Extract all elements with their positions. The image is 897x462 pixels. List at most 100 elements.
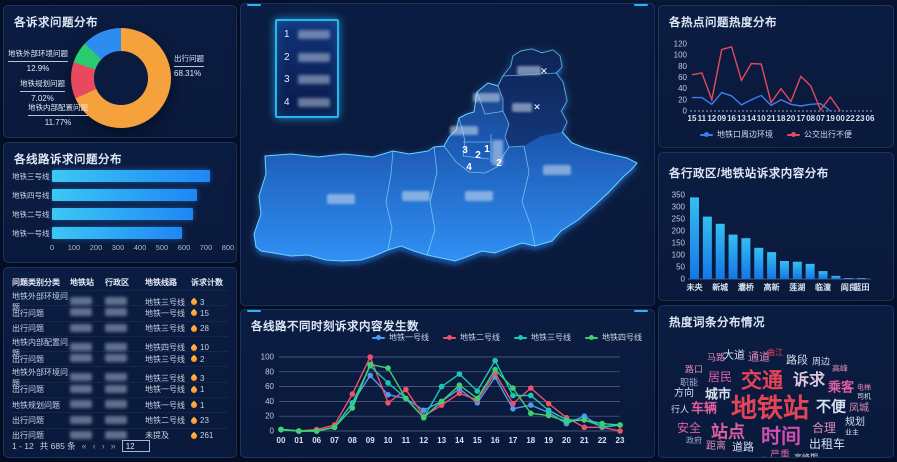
hbar-row[interactable]: 地铁四号线 [12,189,228,201]
data-point[interactable] [367,354,374,360]
data-point[interactable] [349,405,356,411]
wordcloud-word[interactable]: 距离 [706,441,726,452]
data-point[interactable] [545,400,552,407]
wordcloud-word[interactable]: 电梯 [857,384,871,392]
data-point[interactable] [545,407,552,414]
wordcloud-word[interactable]: 规划 [845,417,865,428]
map-number-marker[interactable]: 4 [466,162,472,173]
district-bar[interactable] [702,216,712,279]
district-bar[interactable] [728,234,738,279]
district-bar[interactable] [779,261,789,279]
wordcloud-word[interactable]: 乘客 [827,379,855,395]
wordcloud-word[interactable]: 地铁站 [730,393,810,423]
data-point[interactable] [474,388,481,394]
data-point[interactable] [420,407,427,414]
data-point[interactable] [456,390,463,397]
data-point[interactable] [527,402,534,408]
time-line-chart[interactable]: 0 20 40 60 80 100 00 01 06 07 08 09 10 11 12 13 14 15 16 17… [241,310,655,458]
wordcloud-word[interactable]: 业主 [845,429,859,437]
data-point[interactable] [420,414,427,421]
wordcloud-word[interactable]: 政府 [686,436,702,445]
city-districts-map[interactable]: 3 214 2✕✕ [241,4,655,306]
data-point[interactable] [527,410,534,417]
wordcloud-word[interactable]: 曲江 [767,348,783,357]
data-point[interactable] [545,412,552,419]
wordcloud-word[interactable]: 马路 [706,352,726,363]
wordcloud-word[interactable]: 严重 [770,450,790,458]
data-point[interactable] [510,385,516,391]
data-point[interactable] [313,428,320,434]
wordcloud-word[interactable]: 职能 [679,377,699,388]
district-bar[interactable] [857,278,867,279]
hbar-bar[interactable] [52,189,198,201]
district-bar[interactable] [754,247,764,279]
data-point[interactable] [385,365,391,371]
page-input[interactable] [121,440,150,452]
hbar-row[interactable]: 地铁二号线 [12,208,228,220]
data-point[interactable] [456,382,463,388]
wordcloud-word[interactable]: 安全 [676,421,702,435]
wordcloud-word[interactable]: 车辆 [690,400,718,416]
first-page-button[interactable]: « [81,441,87,451]
data-point[interactable] [527,392,534,399]
map-legend-item[interactable]: 1 [284,29,330,40]
data-point[interactable] [581,417,588,423]
line-series-公交出行不便[interactable] [691,45,841,112]
legend-item-地铁口周边环境[interactable]: 地铁口周边环境 [700,129,773,140]
map-legend-item[interactable]: 3 [284,74,330,85]
district-bar[interactable] [805,263,815,279]
data-point[interactable] [563,418,570,425]
wordcloud-word[interactable]: 正常 [753,458,767,459]
wordcloud-word[interactable]: 居民 [707,370,733,384]
wordcloud-word[interactable]: 凤城 [849,403,869,414]
data-point[interactable] [385,391,391,398]
prev-page-button[interactable]: ‹ [92,441,96,451]
data-point[interactable] [403,395,409,402]
data-point[interactable] [492,366,498,373]
line-series-地铁四号线[interactable] [280,363,621,432]
hbar-bar[interactable] [52,170,211,182]
donut-chart[interactable] [71,28,171,128]
line-series-地铁一号线[interactable] [280,374,621,432]
legend-item-地铁三号线[interactable]: 地铁三号线 [514,332,571,343]
wordcloud-word[interactable]: 周边 [811,356,831,367]
data-point[interactable] [617,428,623,434]
data-point[interactable] [599,420,605,427]
wordcloud-word[interactable]: 路口 [684,364,704,375]
wordcloud-word[interactable]: 大道 [723,349,745,362]
data-point[interactable] [438,383,445,390]
wordcloud-word[interactable]: 诉求 [792,372,826,389]
wordcloud-word[interactable]: 高峰期 [794,453,818,458]
data-point[interactable] [456,371,463,377]
wordcloud-word[interactable]: 司机 [857,393,871,401]
legend-item-地铁一号线[interactable]: 地铁一号线 [372,332,429,343]
district-bar[interactable] [792,261,802,279]
wordcloud-word[interactable]: 时间 [761,426,801,448]
legend-item-公交出行不便[interactable]: 公交出行不便 [787,129,852,140]
hbar-bar[interactable] [52,208,193,220]
district-bar[interactable] [741,238,751,279]
data-point[interactable] [581,424,588,431]
data-point[interactable] [617,422,623,428]
wordcloud-word[interactable]: 路段 [786,354,808,367]
map-legend-item[interactable]: 2 [284,52,330,63]
data-point[interactable] [510,400,516,407]
data-point[interactable] [438,398,445,405]
wordcloud-word[interactable]: 不便 [815,398,847,416]
line-series-地铁二号线[interactable] [280,355,621,432]
wordcloud-word[interactable]: 合理 [811,421,837,435]
wordcloud-word[interactable]: 道路 [732,441,754,454]
data-point[interactable] [527,385,534,391]
legend-item-地铁二号线[interactable]: 地铁二号线 [443,332,500,343]
map-district-north-shade[interactable] [498,49,567,147]
map-number-marker[interactable]: 2 [475,150,481,161]
map-number-marker[interactable]: 3 [462,145,468,156]
wordcloud-word[interactable]: 方向 [674,388,694,399]
last-page-button[interactable]: » [110,441,116,451]
data-point[interactable] [403,386,409,393]
legend-item-地铁四号线[interactable]: 地铁四号线 [585,332,642,343]
hbar-row[interactable]: 地铁一号线 [12,227,228,239]
district-bar[interactable] [818,271,828,279]
hbar-bar[interactable] [52,227,182,239]
